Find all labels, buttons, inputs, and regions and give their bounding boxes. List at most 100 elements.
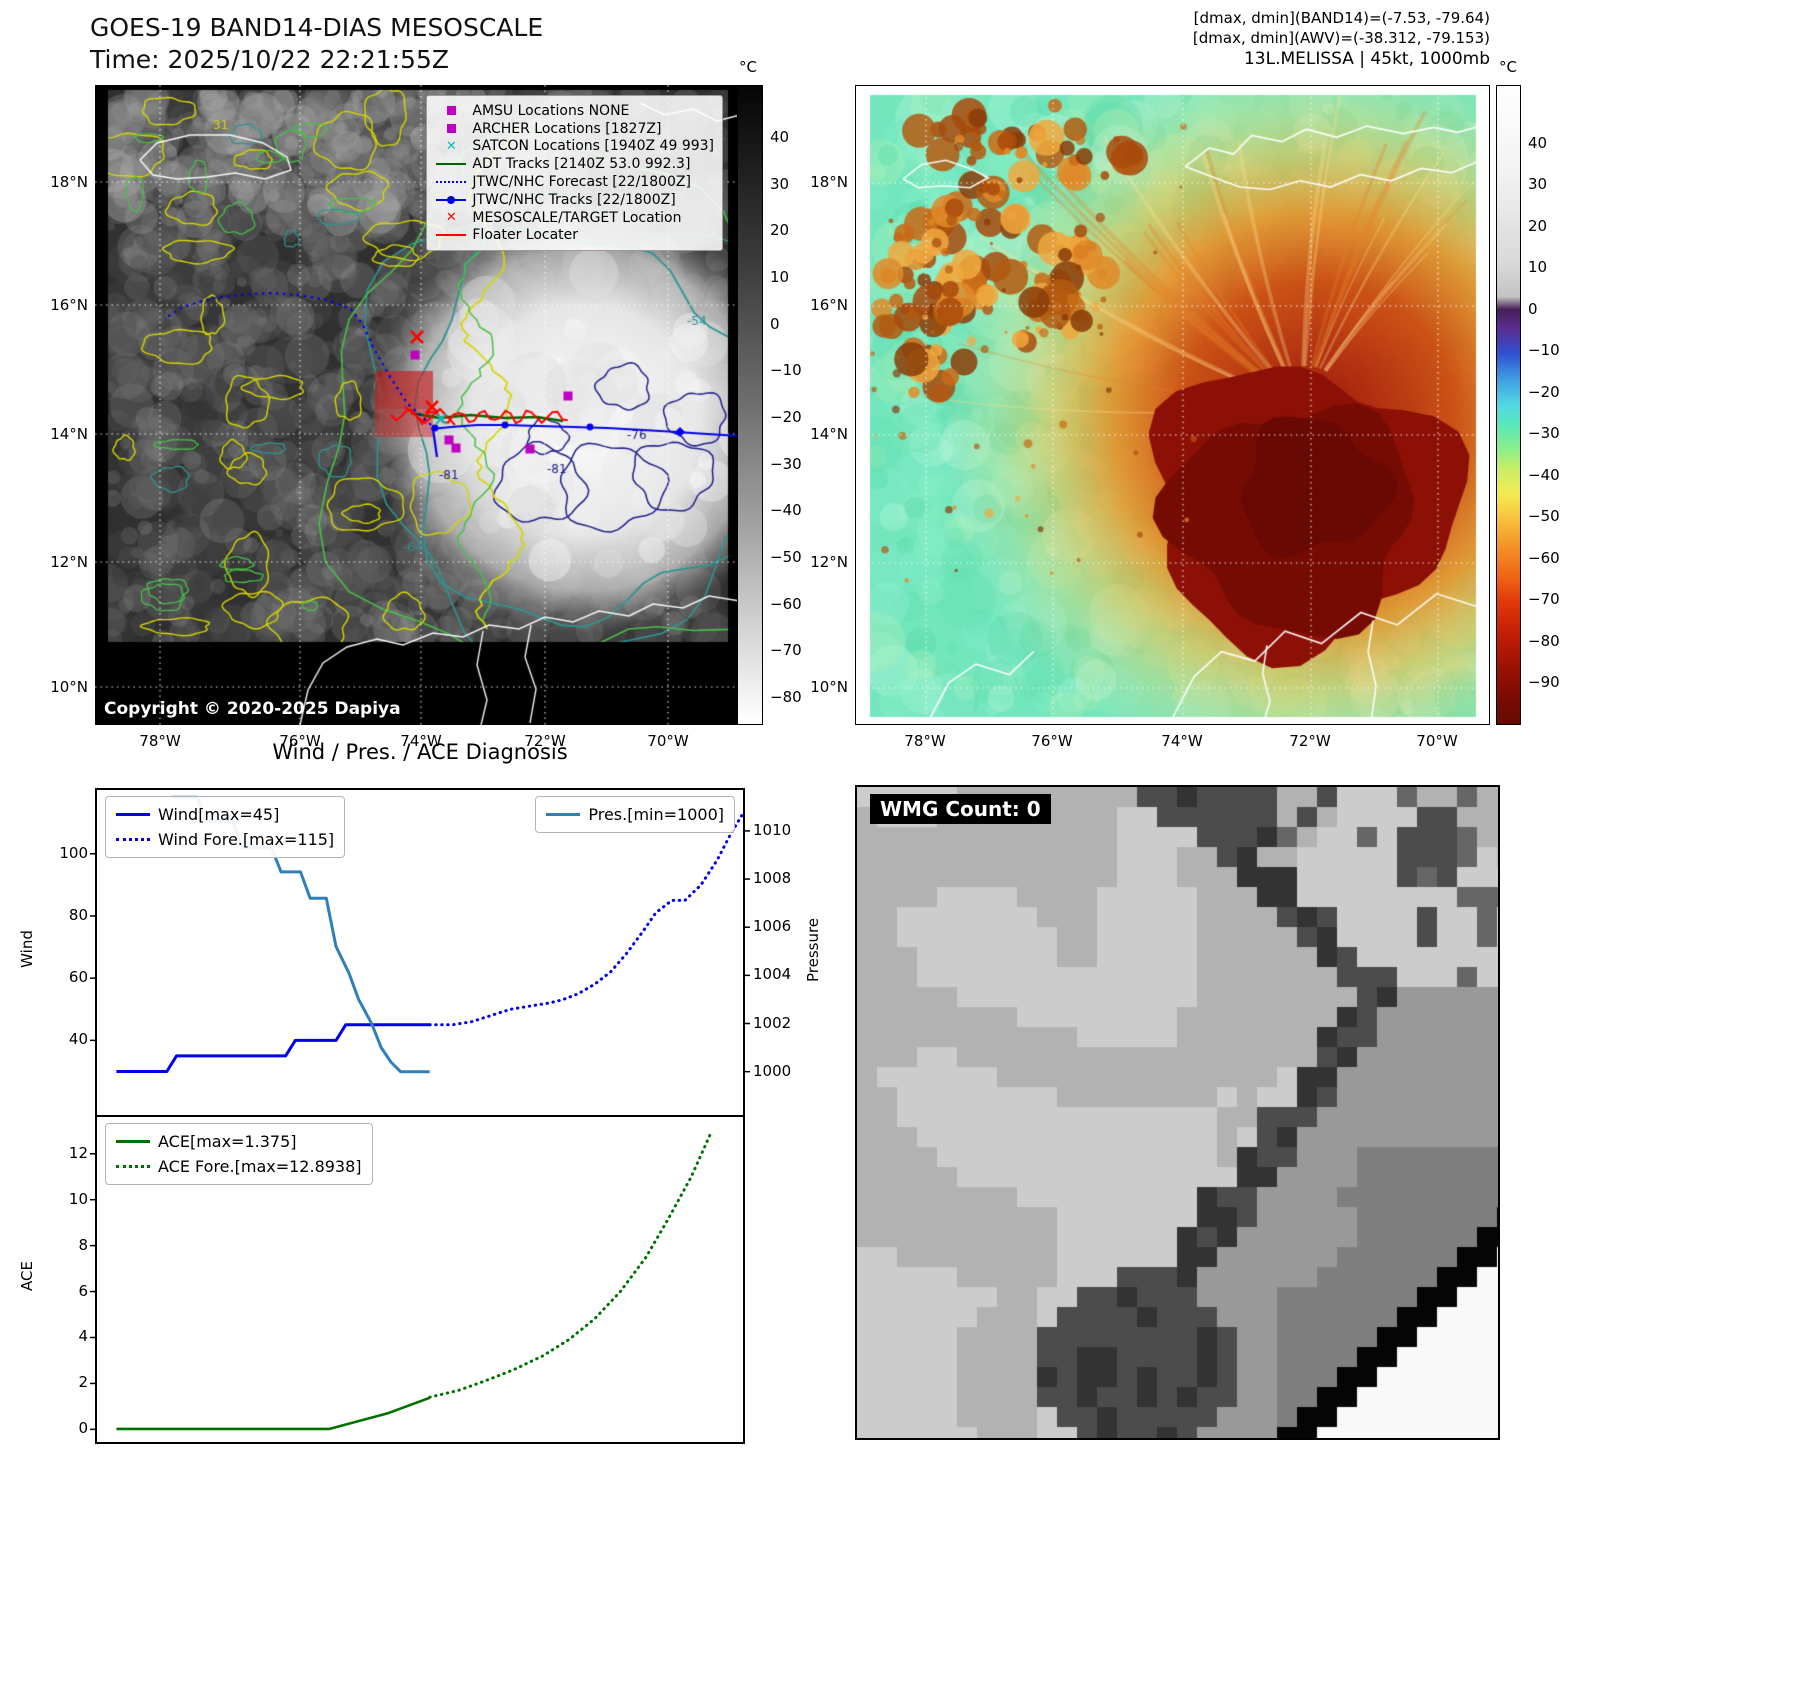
ace-subplot: ACE[max=1.375] ACE Fore.[max=12.8938]: [90, 1117, 743, 1442]
x-icon: ✕: [445, 210, 457, 226]
colorbar-tick-label: −60: [1528, 548, 1560, 567]
line-dotted-icon: [435, 181, 467, 184]
legend-label: Floater Locater: [472, 227, 579, 244]
legend-label: AMSU Locations NONE: [472, 102, 630, 119]
dmax-dmin-band14: [dmax, dmin](BAND14)=(-7.53, -79.64): [1193, 9, 1490, 27]
lon-tick-label: 72°W: [1289, 732, 1331, 750]
lat-tick-label: 10°N: [50, 678, 88, 696]
colorbar-tick-label: −10: [1528, 341, 1560, 360]
colorbar-tick-label: −30: [770, 454, 802, 473]
lon-tick-label: 72°W: [524, 732, 566, 750]
awv-colorbar-unit: °C: [1499, 58, 1517, 76]
chart-legend-label: Pres.[min=1000]: [588, 805, 724, 824]
colorbar-tick-label: −40: [1528, 465, 1560, 484]
colorbar-tick-label: −50: [1528, 507, 1560, 526]
colorbar-tick-label: −80: [1528, 631, 1560, 650]
series-wind-fore-: [428, 811, 745, 1027]
square-icon: [435, 106, 467, 116]
y-axis-tick-label: 1004: [753, 965, 792, 984]
colorbar-tick-label: −60: [770, 594, 802, 613]
legend-item: JTWC/NHC Forecast [22/1800Z]: [435, 173, 714, 191]
band14-colorbar: [737, 85, 763, 725]
dotted-line-swatch: [116, 838, 150, 841]
colorbar-tick-label: 0: [770, 314, 780, 333]
y-axis-label: ACE: [17, 1261, 36, 1291]
legend-item: ✕ MESOSCALE/TARGET Location: [435, 209, 714, 227]
lon-tick-label: 76°W: [279, 732, 321, 750]
series-wind: [116, 1023, 430, 1073]
chart-legend-label: Wind[max=45]: [158, 805, 280, 824]
lat-tick-label: 16°N: [810, 296, 848, 314]
solid-line-swatch: [546, 813, 581, 816]
colorbar-tick-label: 30: [770, 174, 790, 193]
y-axis-tick-label: 40: [68, 1030, 88, 1049]
dmax-dmin-awv: [dmax, dmin](AWV)=(-38.312, -79.153): [1192, 29, 1490, 47]
colorbar-tick-label: 10: [770, 268, 790, 286]
y-axis-tick-label: 60: [68, 968, 88, 987]
chart-legend-item: Pres.[min=1000]: [546, 802, 724, 827]
awv-colorbar: [1496, 85, 1521, 725]
colorbar-tick-label: −30: [1528, 424, 1560, 443]
colorbar-tick-label: −80: [770, 688, 802, 706]
band14-colorbar-unit: °C: [739, 58, 757, 76]
legend-item: Floater Locater: [435, 227, 714, 245]
lat-tick-label: 10°N: [810, 678, 848, 696]
lon-tick-label: 78°W: [904, 732, 946, 750]
line-swatch: [436, 195, 467, 204]
y-axis-tick-label: 100: [59, 843, 88, 862]
colorbar-tick-label: 0: [1528, 299, 1538, 318]
series-ace-fore-: [428, 1131, 713, 1399]
y-axis-tick-label: 4: [78, 1327, 88, 1346]
wind-pressure-subplot: Wind[max=45] Wind Fore.[max=115] Pres.[min…: [90, 790, 750, 1115]
chart-legend-item: ACE[max=1.375]: [116, 1129, 362, 1154]
legend-item: ADT Tracks [2140Z 53.0 992.3]: [435, 155, 714, 173]
y-axis-tick-label: 1006: [753, 917, 792, 936]
lon-tick-label: 74°W: [1161, 732, 1203, 750]
storm-id-label: 13L.MELISSA | 45kt, 1000mb: [1243, 49, 1490, 69]
y-axis-tick-label: 1000: [753, 1061, 792, 1080]
band14-map-panel: AMSU Locations NONE ARCHER Locations [182…: [95, 85, 740, 725]
line-icon: [435, 234, 467, 237]
colorbar-tick-label: 40: [1528, 134, 1548, 152]
legend-item: ✕ SATCON Locations [1940Z 49 993]: [435, 138, 714, 156]
chart-legend-label: Wind Fore.[max=115]: [158, 830, 335, 849]
wmg-count-label: WMG Count: 0: [870, 794, 1051, 824]
legend-label: MESOSCALE/TARGET Location: [472, 209, 682, 226]
legend-label: ARCHER Locations [1827Z]: [472, 120, 662, 137]
x-icon: ✕: [445, 138, 457, 154]
chart-legend-item: ACE Fore.[max=12.8938]: [116, 1154, 362, 1179]
line-marker-icon: [435, 195, 467, 204]
colorbar-tick-label: 20: [1528, 216, 1548, 235]
band14-legend: AMSU Locations NONE ARCHER Locations [182…: [426, 95, 723, 252]
colorbar-tick-label: 40: [770, 128, 790, 146]
wmg-panel: WMG Count: 0: [855, 785, 1500, 1440]
lat-tick-label: 12°N: [810, 553, 848, 571]
awv-header: [dmax, dmin](BAND14)=(-7.53, -79.64) [dm…: [1193, 8, 1490, 69]
colorbar-tick-label: −90: [1528, 673, 1560, 691]
lon-tick-label: 70°W: [647, 732, 689, 750]
legend-label: JTWC/NHC Tracks [22/1800Z]: [472, 191, 676, 208]
copyright-text: Copyright © 2020-2025 Dapiya: [104, 699, 401, 719]
y-axis-label: Wind: [17, 930, 36, 968]
lat-tick-label: 14°N: [50, 425, 88, 443]
y-axis-tick-label: 0: [78, 1419, 88, 1438]
legend-label: ADT Tracks [2140Z 53.0 992.3]: [472, 156, 691, 173]
band14-time: Time: 2025/10/22 22:21:55Z: [90, 45, 449, 74]
y-axis-tick-label: 12: [68, 1143, 88, 1162]
legend-item: JTWC/NHC Tracks [22/1800Z]: [435, 191, 714, 209]
y-axis-label: Pressure: [804, 917, 823, 983]
solid-line-swatch: [116, 1140, 150, 1143]
lat-tick-label: 12°N: [50, 553, 88, 571]
awv-map-panel: [855, 85, 1490, 725]
y-axis-tick-label: 10: [68, 1189, 88, 1208]
band14-title: GOES-19 BAND14-DIAS MESOSCALE: [90, 13, 544, 42]
legend-item: AMSU Locations NONE: [435, 102, 714, 120]
band14-title-block: GOES-19 BAND14-DIAS MESOSCALE Time: 2025…: [90, 12, 543, 76]
y-axis-tick-label: 2: [78, 1373, 88, 1392]
colorbar-tick-label: −40: [770, 501, 802, 520]
colorbar-tick-label: −70: [1528, 590, 1560, 609]
colorbar-tick-label: −20: [770, 408, 802, 426]
line-swatch: [436, 234, 467, 237]
wmg-image: [857, 787, 1498, 1438]
